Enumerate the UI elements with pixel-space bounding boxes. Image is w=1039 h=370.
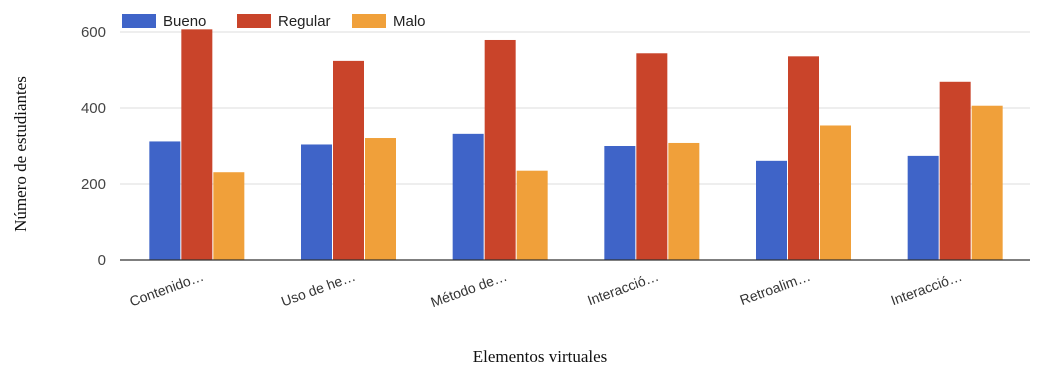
bar-bueno-2 — [452, 133, 484, 260]
bar-regular-2 — [484, 39, 516, 261]
y-tick-label: 200 — [81, 176, 106, 193]
legend-swatch-regular — [237, 14, 271, 28]
y-axis-title: Número de estudiantes — [11, 76, 30, 232]
legend-label-regular: Regular — [278, 13, 331, 30]
bar-malo-3 — [668, 142, 700, 260]
y-axis-ticks: 0 200 400 600 — [81, 24, 106, 269]
bars — [149, 29, 1003, 261]
bar-regular-3 — [636, 53, 668, 260]
gridlines — [120, 31, 1030, 185]
bar-regular-4 — [788, 56, 819, 260]
legend-label-bueno: Bueno — [163, 13, 206, 30]
x-category-label: Interacció… — [889, 268, 965, 309]
bar-regular-1 — [333, 60, 364, 260]
x-category-label: Contenido… — [127, 268, 206, 310]
legend-swatch-bueno — [122, 14, 156, 28]
x-category-label: Retroalim… — [738, 268, 813, 308]
bar-malo-5 — [971, 105, 1003, 260]
bar-malo-2 — [516, 170, 548, 260]
y-tick-label: 400 — [81, 100, 106, 117]
x-category-label: Interacció… — [585, 268, 661, 309]
legend-swatch-malo — [352, 14, 386, 28]
y-tick-label: 600 — [81, 24, 106, 41]
x-category-label: Uso de he… — [279, 268, 358, 310]
x-axis-title: Elementos virtuales — [473, 347, 608, 366]
x-category-label: Método de… — [428, 268, 509, 310]
bar-malo-1 — [365, 138, 396, 260]
x-axis-category-labels: Contenido… Uso de he… Método de… Interacció… — [127, 268, 964, 310]
y-tick-label: 0 — [98, 252, 106, 269]
bar-bueno-4 — [756, 160, 787, 260]
bar-regular-5 — [939, 81, 971, 260]
bar-malo-4 — [820, 125, 851, 260]
bar-bueno-0 — [149, 141, 181, 260]
legend-label-malo: Malo — [393, 13, 426, 30]
bar-regular-0 — [181, 29, 213, 261]
bar-bueno-5 — [907, 155, 939, 260]
bar-bueno-3 — [604, 146, 636, 260]
legend: Bueno Regular Malo — [122, 13, 426, 30]
bar-malo-0 — [213, 172, 245, 260]
bar-bueno-1 — [301, 144, 332, 260]
